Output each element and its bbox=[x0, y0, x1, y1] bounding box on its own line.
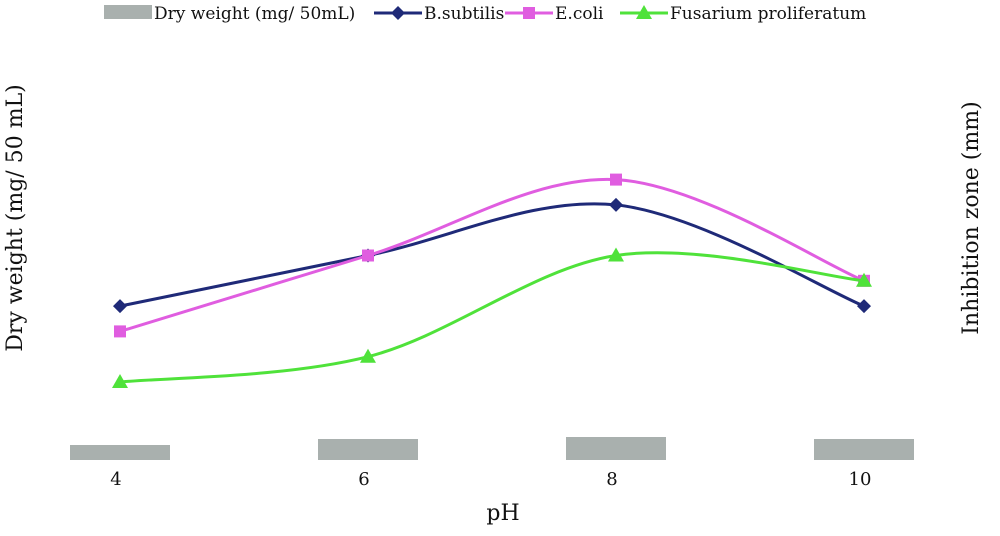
y-axis-title-right: Inhibition zone (mm) bbox=[959, 101, 984, 334]
legend-diamond-marker bbox=[391, 6, 405, 20]
x-tick-label: 8 bbox=[606, 469, 617, 490]
x-tick-label: 10 bbox=[849, 469, 872, 490]
y-axis-title-left: Dry weight (mg/ 50 mL) bbox=[3, 84, 28, 352]
x-tick-label: 4 bbox=[110, 469, 121, 490]
series-line bbox=[119, 251, 865, 384]
bar-10 bbox=[814, 439, 914, 460]
triangle-marker bbox=[856, 272, 872, 287]
triangle-marker bbox=[608, 247, 624, 262]
triangle-marker bbox=[360, 348, 376, 363]
diamond-marker bbox=[113, 299, 127, 314]
bar-8 bbox=[566, 437, 666, 460]
square-marker bbox=[114, 325, 126, 338]
series-fusarium-proliferatum bbox=[112, 247, 872, 388]
square-marker bbox=[362, 249, 374, 262]
bar-6 bbox=[318, 439, 418, 460]
series-line bbox=[119, 202, 865, 308]
triangle-marker bbox=[112, 374, 128, 388]
diamond-marker bbox=[857, 299, 871, 314]
diamond-marker bbox=[609, 197, 623, 212]
square-marker bbox=[610, 173, 622, 186]
series-e-coli bbox=[114, 173, 870, 338]
legend-label: E.coli bbox=[555, 4, 604, 24]
bar-4 bbox=[70, 445, 170, 460]
x-tick-labels: 4 6 8 10 bbox=[110, 469, 871, 490]
legend-triangle-marker bbox=[636, 5, 652, 19]
series-line bbox=[119, 177, 865, 333]
x-tick-label: 6 bbox=[358, 469, 369, 490]
legend-label-dry-weight: Dry weight (mg/ 50mL) bbox=[154, 4, 355, 24]
legend-swatch-dry-weight bbox=[104, 5, 152, 19]
legend: Dry weight (mg/ 50mL) B.subtilis E.coli Fus… bbox=[104, 4, 866, 24]
bar-series bbox=[70, 437, 914, 460]
line-series bbox=[112, 173, 872, 388]
series-b-subtilis bbox=[113, 197, 871, 314]
legend-label: B.subtilis bbox=[424, 4, 504, 24]
x-axis-title: pH bbox=[486, 501, 519, 526]
legend-label: Fusarium proliferatum bbox=[670, 4, 866, 24]
legend-square-marker bbox=[523, 7, 535, 19]
